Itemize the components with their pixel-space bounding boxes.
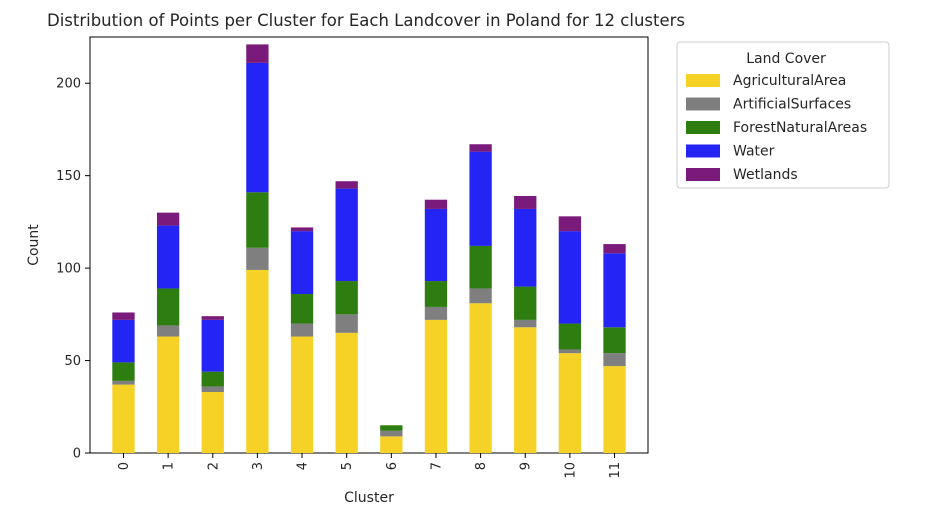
bar-segment-cluster-1-ForestNaturalAreas <box>156 288 180 326</box>
bar-segment-cluster-7-AgriculturalArea <box>424 319 448 453</box>
bar-segment-cluster-5-Wetlands <box>335 181 358 189</box>
x-tick-label-3: 3 <box>251 462 266 470</box>
bar-segment-cluster-10-Water <box>558 231 582 324</box>
bar-segment-cluster-6-AgriculturalArea <box>380 436 403 453</box>
x-tick-label-5: 5 <box>340 462 355 470</box>
bar-segment-cluster-3-AgriculturalArea <box>246 269 269 453</box>
bar-segment-cluster-4-Wetlands <box>290 227 314 232</box>
legend-swatch-Wetlands <box>686 168 720 181</box>
x-tick-label-4: 4 <box>296 462 311 470</box>
bar-segment-cluster-5-Water <box>335 188 358 282</box>
bar-segment-cluster-10-AgriculturalArea <box>558 353 582 453</box>
bar-segment-cluster-9-ArtificialSurfaces <box>514 319 537 328</box>
legend-swatch-ArtificialSurfaces <box>686 97 720 111</box>
bar-segment-cluster-7-ForestNaturalAreas <box>424 281 448 307</box>
x-axis: 0 1 2 3 4 5 6 7 8 9 10 11 <box>117 453 623 479</box>
x-tick-label-8: 8 <box>474 462 489 470</box>
legend-swatch-ForestNaturalAreas <box>686 121 720 134</box>
plot-area-frame <box>89 36 649 454</box>
bar-segment-cluster-3-ForestNaturalAreas <box>246 192 269 248</box>
x-tick-label-1: 1 <box>162 462 177 470</box>
chart-title: Distribution of Points per Cluster for E… <box>47 11 685 30</box>
bar-segment-cluster-9-AgriculturalArea <box>514 327 537 453</box>
bar-segment-cluster-11-ArtificialSurfaces <box>603 353 626 367</box>
x-tick-label-11: 11 <box>608 462 623 479</box>
bar-segment-cluster-9-Wetlands <box>514 196 537 209</box>
bar-segment-cluster-0-ForestNaturalAreas <box>112 362 135 381</box>
bar-segment-cluster-2-AgriculturalArea <box>201 391 224 453</box>
bar-segment-cluster-0-Wetlands <box>112 312 135 320</box>
bar-segment-cluster-8-Water <box>469 151 492 246</box>
bar-segment-cluster-7-Water <box>424 208 448 282</box>
bar-segment-cluster-8-ForestNaturalAreas <box>469 245 492 289</box>
legend: Land Cover AgriculturalArea ArtificialSur… <box>676 41 890 189</box>
x-tick-label-7: 7 <box>429 462 444 470</box>
x-tick-label-2: 2 <box>206 462 221 470</box>
x-tick-label-9: 9 <box>519 462 534 470</box>
bar-segment-cluster-2-ArtificialSurfaces <box>201 386 224 392</box>
bar-segment-cluster-4-AgriculturalArea <box>290 336 314 453</box>
bar-segment-cluster-4-Water <box>290 231 314 294</box>
bar-segment-cluster-9-Water <box>514 208 537 287</box>
bar-segment-cluster-1-AgriculturalArea <box>156 336 180 453</box>
bar-segment-cluster-9-ForestNaturalAreas <box>514 286 537 320</box>
legend-swatch-AgriculturalArea <box>686 74 720 87</box>
bar-segment-cluster-8-Wetlands <box>469 144 492 152</box>
bar-segment-cluster-7-Wetlands <box>424 199 448 209</box>
x-tick-label-10: 10 <box>563 462 578 479</box>
bar-segment-cluster-10-ArtificialSurfaces <box>558 349 582 354</box>
legend-title: Land Cover <box>746 51 826 67</box>
bar-segment-cluster-11-ForestNaturalAreas <box>603 327 626 354</box>
bar-segment-cluster-2-Water <box>201 319 224 372</box>
legend-label-ArtificialSurfaces: ArtificialSurfaces <box>733 97 851 113</box>
bar-segment-cluster-11-AgriculturalArea <box>603 366 626 453</box>
bar-segment-cluster-11-Wetlands <box>603 244 626 254</box>
bar-segment-cluster-7-ArtificialSurfaces <box>424 306 448 320</box>
y-tick-label: 50 <box>64 354 81 369</box>
y-axis-label: Count <box>26 224 42 266</box>
bar-segment-cluster-5-AgriculturalArea <box>335 332 358 453</box>
bar-segment-cluster-0-Water <box>112 319 135 363</box>
x-axis-label: Cluster <box>344 490 394 506</box>
bar-segment-cluster-10-Wetlands <box>558 216 582 232</box>
bar-segment-cluster-11-Water <box>603 253 626 328</box>
bar-segment-cluster-1-Water <box>156 225 180 289</box>
bar-segment-cluster-8-AgriculturalArea <box>469 303 492 453</box>
legend-box <box>676 41 890 189</box>
y-tick-label: 150 <box>56 169 81 184</box>
bar-segment-cluster-6-ForestNaturalAreas <box>380 425 403 431</box>
bar-segment-cluster-0-ArtificialSurfaces <box>112 380 135 385</box>
bars-layer <box>112 44 626 453</box>
legend-label-Water: Water <box>733 144 775 160</box>
bar-segment-cluster-0-AgriculturalArea <box>112 384 135 453</box>
legend-label-ForestNaturalAreas: ForestNaturalAreas <box>733 120 867 136</box>
bar-segment-cluster-3-Water <box>246 62 269 193</box>
bar-segment-cluster-2-ForestNaturalAreas <box>201 371 224 387</box>
bar-segment-cluster-4-ArtificialSurfaces <box>290 323 314 337</box>
legend-swatch-Water <box>686 144 720 158</box>
bar-segment-cluster-3-ArtificialSurfaces <box>246 247 269 270</box>
y-tick-label: 0 <box>73 447 81 462</box>
bar-segment-cluster-3-Wetlands <box>246 44 269 63</box>
bar-segment-cluster-1-Wetlands <box>156 212 180 226</box>
bar-segment-cluster-6-ArtificialSurfaces <box>380 430 403 437</box>
bar-segment-cluster-10-ForestNaturalAreas <box>558 323 582 350</box>
y-tick-label: 100 <box>56 262 81 277</box>
legend-label-Wetlands: Wetlands <box>733 167 798 183</box>
bar-segment-cluster-8-ArtificialSurfaces <box>469 288 492 304</box>
bar-segment-cluster-2-Wetlands <box>201 316 224 320</box>
x-tick-label-0: 0 <box>117 462 132 470</box>
bar-segment-cluster-4-ForestNaturalAreas <box>290 294 314 324</box>
x-tick-label-6: 6 <box>385 462 400 470</box>
y-axis: 0 50 100 150 200 <box>56 77 90 462</box>
bar-segment-cluster-5-ArtificialSurfaces <box>335 314 358 333</box>
bar-segment-cluster-1-ArtificialSurfaces <box>156 325 180 337</box>
legend-label-AgriculturalArea: AgriculturalArea <box>733 73 846 89</box>
y-tick-label: 200 <box>56 77 81 92</box>
bar-segment-cluster-5-ForestNaturalAreas <box>335 281 358 315</box>
